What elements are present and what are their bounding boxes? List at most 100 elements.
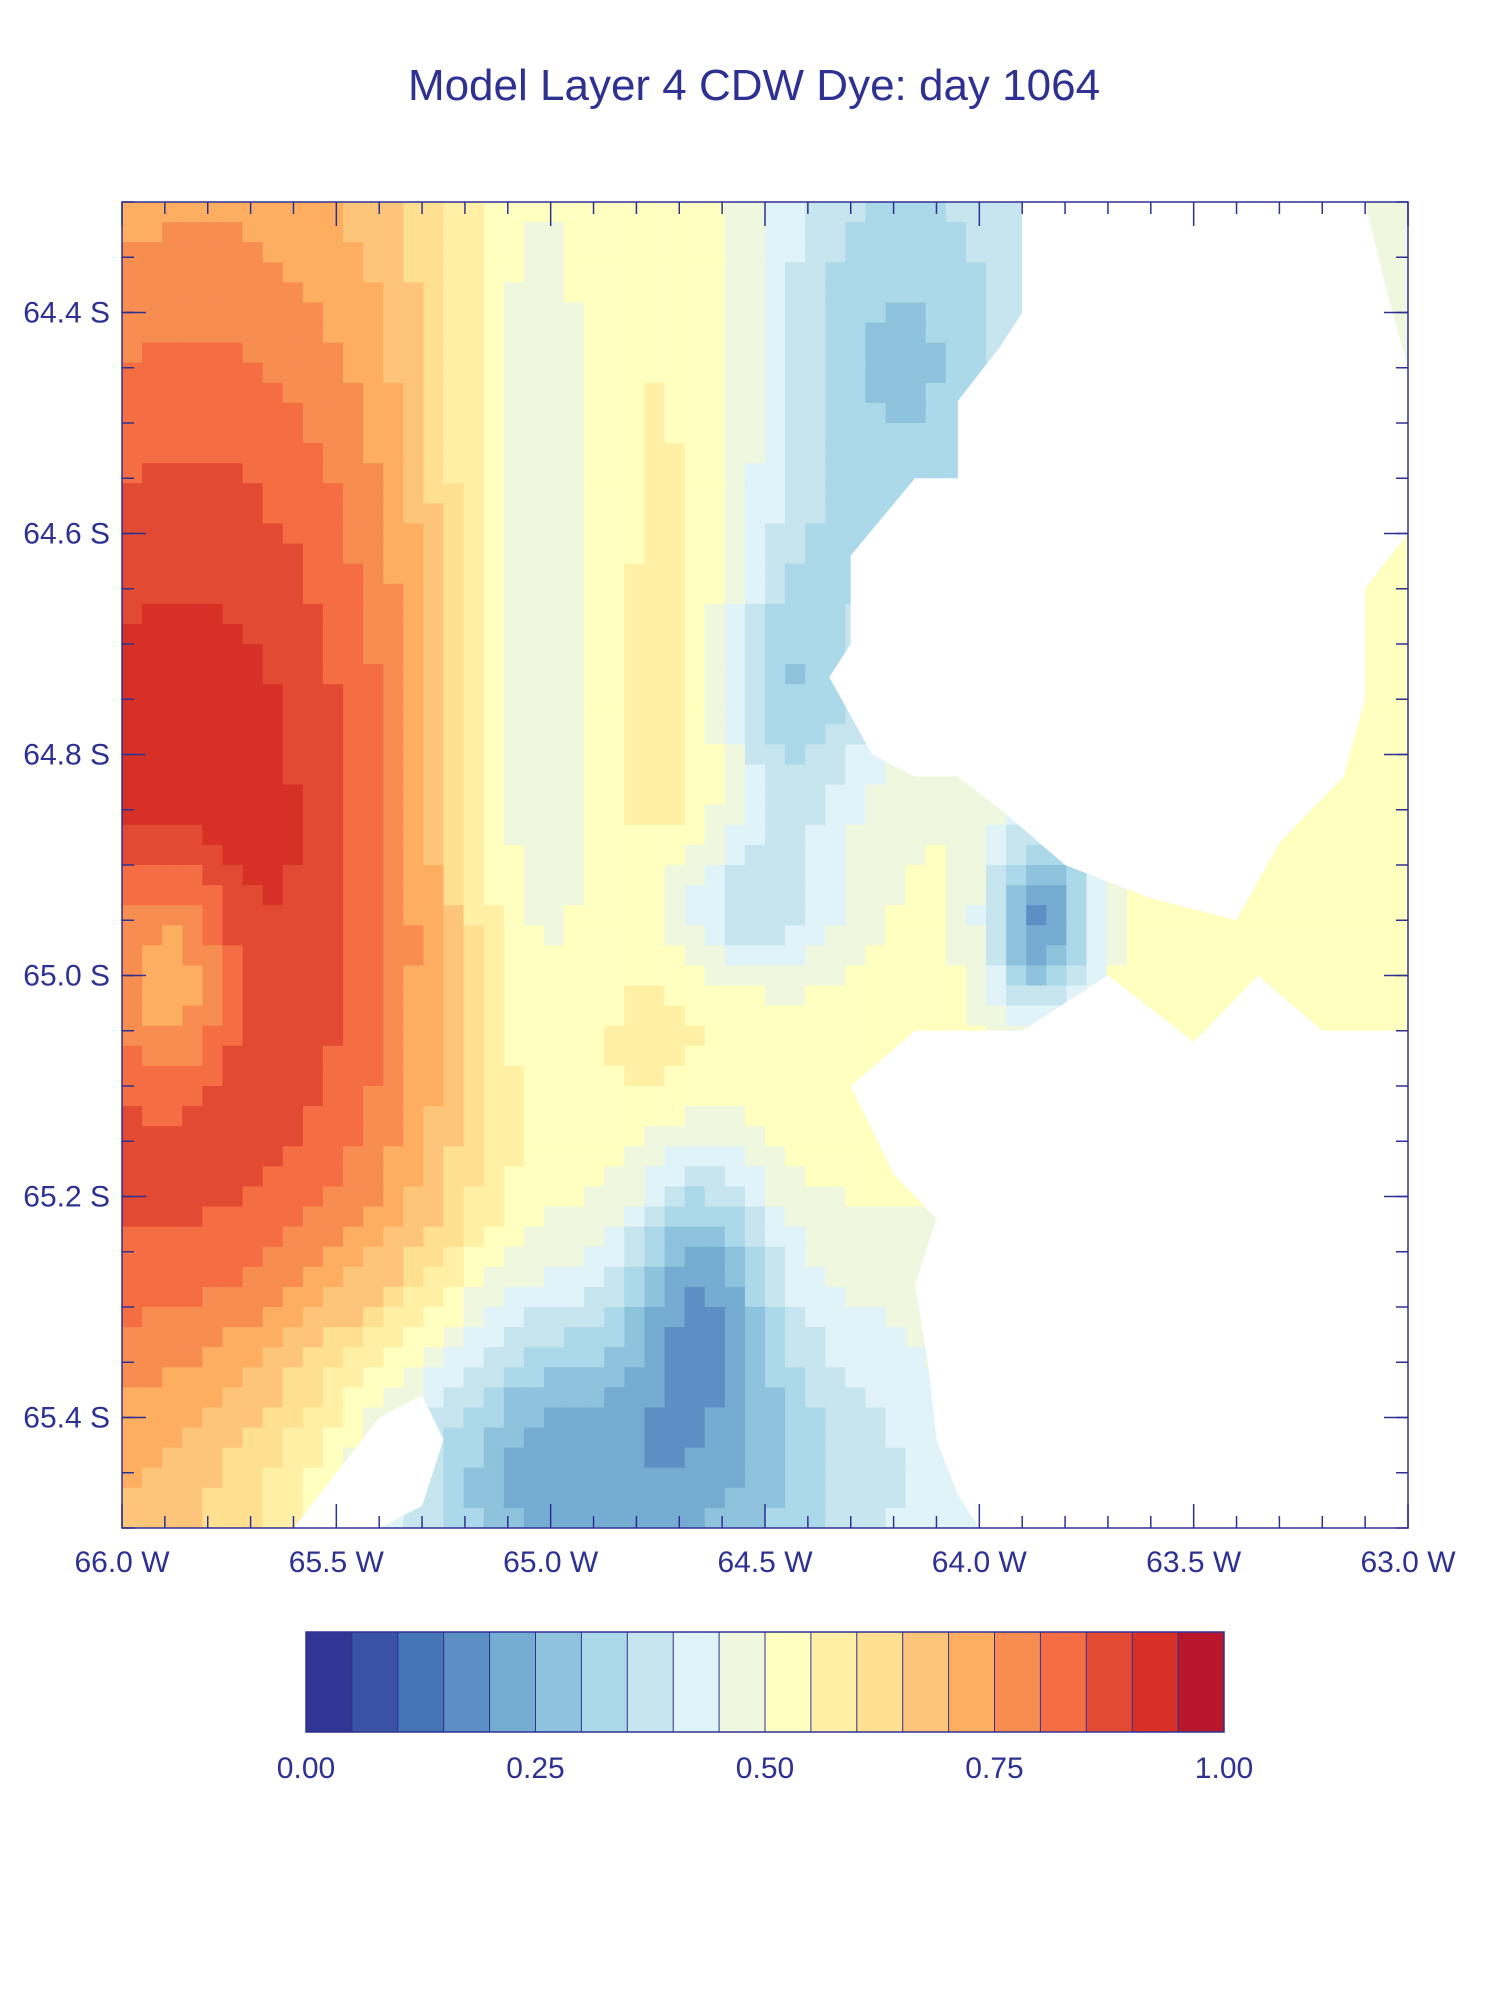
heatmap-cell [664, 1307, 686, 1328]
heatmap-cell [503, 724, 525, 746]
heatmap-cell [202, 583, 224, 605]
heatmap-cell [825, 262, 846, 283]
heatmap-cell [262, 463, 284, 484]
heatmap-cell [724, 202, 746, 223]
heatmap-cell [543, 865, 565, 886]
heatmap-cell [805, 282, 826, 304]
heatmap-cell [865, 1407, 887, 1429]
heatmap-cell [584, 1166, 605, 1188]
heatmap-cell [965, 965, 987, 987]
heatmap-cell [564, 684, 585, 705]
heatmap-cell [905, 262, 927, 283]
heatmap-cell [523, 925, 545, 946]
heatmap-cell [343, 1327, 364, 1348]
heatmap-cell [1287, 945, 1309, 967]
heatmap-cell [523, 302, 545, 324]
heatmap-cell [463, 402, 485, 424]
heatmap-cell [463, 463, 485, 484]
heatmap-cell [242, 1507, 264, 1528]
heatmap-cell [805, 764, 826, 786]
heatmap-cell [383, 824, 404, 846]
heatmap-cell [644, 985, 666, 1007]
heatmap-cell [423, 362, 445, 384]
heatmap-cell [744, 1266, 766, 1288]
heatmap-cell [543, 322, 565, 344]
heatmap-cell [523, 483, 545, 504]
heatmap-cell [142, 1427, 163, 1449]
heatmap-cell [503, 844, 525, 866]
heatmap-cell [1006, 844, 1027, 866]
heatmap-cell [503, 423, 525, 444]
heatmap-cell [604, 885, 625, 906]
heatmap-cell [805, 824, 826, 846]
heatmap-cell [644, 282, 666, 304]
heatmap-cell [222, 603, 244, 625]
heatmap-cell [383, 664, 404, 685]
heatmap-cell [403, 985, 424, 1007]
heatmap-cell [885, 824, 907, 846]
heatmap-cell [564, 222, 585, 243]
heatmap-cell [302, 463, 324, 484]
heatmap-cell [282, 603, 304, 625]
heatmap-cell [463, 1005, 485, 1027]
colorbar-swatch [1178, 1632, 1225, 1732]
heatmap-cell [162, 1126, 183, 1147]
heatmap-cell [704, 1266, 726, 1288]
heatmap-cell [543, 583, 565, 605]
heatmap-cell [242, 603, 264, 625]
heatmap-cell [704, 1367, 726, 1388]
heatmap-cell [584, 744, 605, 766]
heatmap-cell [523, 583, 545, 605]
heatmap-cell [664, 382, 686, 404]
heatmap-cell [1387, 905, 1408, 926]
heatmap-cell [162, 382, 183, 404]
heatmap-cell [765, 1487, 786, 1509]
heatmap-cell [262, 1206, 284, 1228]
heatmap-cell [584, 1065, 605, 1087]
heatmap-cell [684, 1045, 706, 1067]
heatmap-cell [1006, 1005, 1027, 1027]
heatmap-cell [363, 402, 384, 424]
heatmap-cell [202, 563, 224, 585]
heatmap-cell [302, 282, 324, 304]
heatmap-cell [644, 784, 666, 806]
heatmap-cell [704, 583, 726, 605]
heatmap-cell [1367, 704, 1389, 725]
heatmap-cell [664, 242, 686, 263]
heatmap-cell [765, 262, 786, 283]
heatmap-cell [343, 885, 364, 906]
heatmap-cell [543, 342, 565, 364]
heatmap-cell [644, 1005, 666, 1027]
heatmap-cell [865, 503, 887, 525]
heatmap-cell [604, 965, 625, 987]
heatmap-cell [182, 322, 203, 344]
heatmap-cell [805, 1307, 826, 1328]
heatmap-cell [242, 1347, 264, 1368]
heatmap-cell [363, 985, 384, 1007]
heatmap-cell [162, 1447, 183, 1469]
heatmap-cell [463, 1186, 485, 1208]
heatmap-cell [302, 443, 324, 464]
heatmap-cell [825, 563, 846, 585]
colorbar-swatch [443, 1632, 491, 1732]
heatmap-cell [443, 1347, 465, 1368]
heatmap-cell [664, 1347, 686, 1368]
heatmap-cell [423, 483, 445, 504]
heatmap-cell [543, 824, 565, 846]
heatmap-cell [222, 1286, 244, 1308]
heatmap-cell [684, 764, 706, 786]
heatmap-cell [222, 463, 244, 484]
heatmap-cell [383, 744, 404, 766]
heatmap-cell [805, 543, 826, 565]
heatmap-cell [1307, 985, 1329, 1007]
heatmap-cell [262, 1246, 284, 1268]
heatmap-cell [825, 402, 846, 424]
heatmap-cell [383, 965, 404, 987]
heatmap-cell [905, 985, 927, 1007]
heatmap-cell [242, 844, 264, 866]
heatmap-cell [744, 684, 766, 705]
heatmap-cell [624, 945, 646, 967]
heatmap-cell [423, 1347, 445, 1368]
heatmap-cell [785, 1186, 806, 1208]
heatmap-cell [262, 1065, 284, 1087]
